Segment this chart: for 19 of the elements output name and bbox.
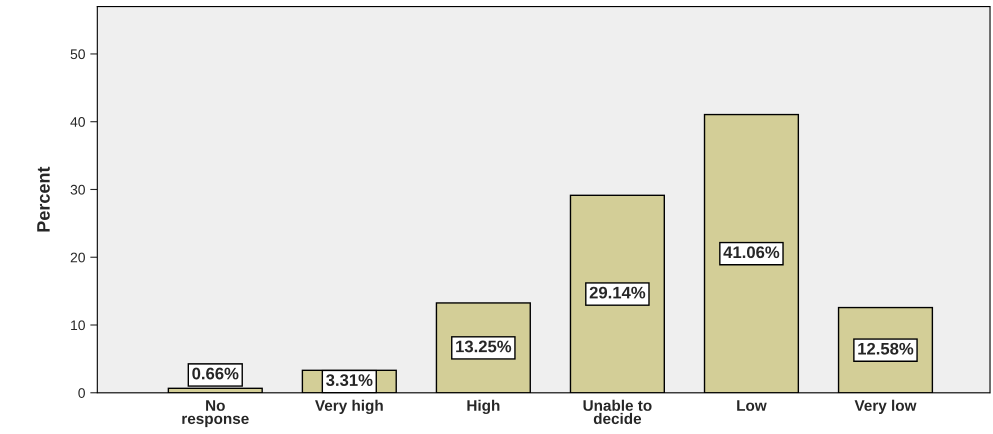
- y-tick-label: 30: [70, 184, 85, 195]
- x-tick-label: Low: [737, 400, 767, 411]
- data-label: 41.06%: [723, 246, 780, 258]
- x-tick-label: Very high: [315, 400, 383, 414]
- x-tick-label: High: [467, 400, 500, 414]
- x-tick-label: Unable to decide: [584, 400, 652, 424]
- y-axis-title: Percent: [37, 166, 50, 232]
- y-tick-label: 50: [70, 49, 85, 60]
- data-label: 0.66%: [192, 368, 238, 380]
- data-label: 3.31%: [326, 374, 372, 386]
- y-tick-label: 0: [78, 388, 85, 398]
- y-tick-label: 40: [70, 117, 85, 127]
- data-label: 13.25%: [456, 340, 512, 352]
- data-label: 29.14%: [590, 286, 646, 299]
- y-tick-label: 10: [71, 320, 85, 330]
- data-label: 12.58%: [858, 342, 914, 355]
- x-tick-label: No response: [182, 400, 249, 428]
- y-tick-label: 20: [70, 252, 85, 262]
- x-tick-label: Very low: [854, 400, 916, 414]
